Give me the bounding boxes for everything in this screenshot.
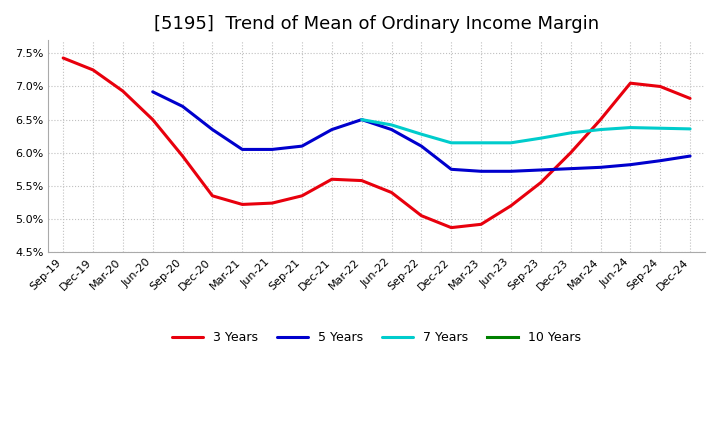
5 Years: [387, 127, 396, 132]
3 Years: [179, 154, 187, 159]
3 Years: [685, 96, 694, 101]
Line: 5 Years: 5 Years: [153, 92, 690, 171]
3 Years: [238, 202, 246, 207]
3 Years: [596, 117, 605, 122]
5 Years: [626, 162, 635, 167]
5 Years: [536, 167, 545, 172]
3 Years: [656, 84, 665, 89]
3 Years: [477, 222, 485, 227]
3 Years: [387, 190, 396, 195]
3 Years: [119, 88, 127, 94]
Line: 7 Years: 7 Years: [361, 120, 690, 143]
5 Years: [567, 166, 575, 171]
5 Years: [417, 143, 426, 149]
5 Years: [357, 117, 366, 122]
3 Years: [148, 117, 157, 122]
7 Years: [656, 125, 665, 131]
7 Years: [417, 132, 426, 137]
5 Years: [685, 154, 694, 159]
7 Years: [626, 125, 635, 130]
3 Years: [626, 81, 635, 86]
3 Years: [507, 203, 516, 209]
3 Years: [268, 201, 276, 206]
3 Years: [328, 176, 336, 182]
5 Years: [268, 147, 276, 152]
5 Years: [507, 169, 516, 174]
7 Years: [477, 140, 485, 146]
5 Years: [297, 143, 306, 149]
3 Years: [297, 193, 306, 198]
3 Years: [417, 213, 426, 218]
3 Years: [208, 193, 217, 198]
3 Years: [59, 55, 68, 61]
5 Years: [447, 167, 456, 172]
3 Years: [447, 225, 456, 230]
5 Years: [656, 158, 665, 163]
7 Years: [536, 136, 545, 141]
7 Years: [447, 140, 456, 146]
7 Years: [387, 122, 396, 128]
7 Years: [567, 130, 575, 136]
7 Years: [596, 127, 605, 132]
Legend: 3 Years, 5 Years, 7 Years, 10 Years: 3 Years, 5 Years, 7 Years, 10 Years: [167, 326, 586, 349]
Title: [5195]  Trend of Mean of Ordinary Income Margin: [5195] Trend of Mean of Ordinary Income …: [154, 15, 599, 33]
3 Years: [357, 178, 366, 183]
7 Years: [507, 140, 516, 146]
5 Years: [328, 127, 336, 132]
5 Years: [179, 104, 187, 109]
5 Years: [208, 127, 217, 132]
7 Years: [357, 117, 366, 122]
3 Years: [89, 67, 97, 73]
5 Years: [238, 147, 246, 152]
5 Years: [477, 169, 485, 174]
Line: 3 Years: 3 Years: [63, 58, 690, 227]
5 Years: [148, 89, 157, 95]
3 Years: [567, 150, 575, 155]
5 Years: [596, 165, 605, 170]
3 Years: [536, 180, 545, 185]
7 Years: [685, 126, 694, 132]
